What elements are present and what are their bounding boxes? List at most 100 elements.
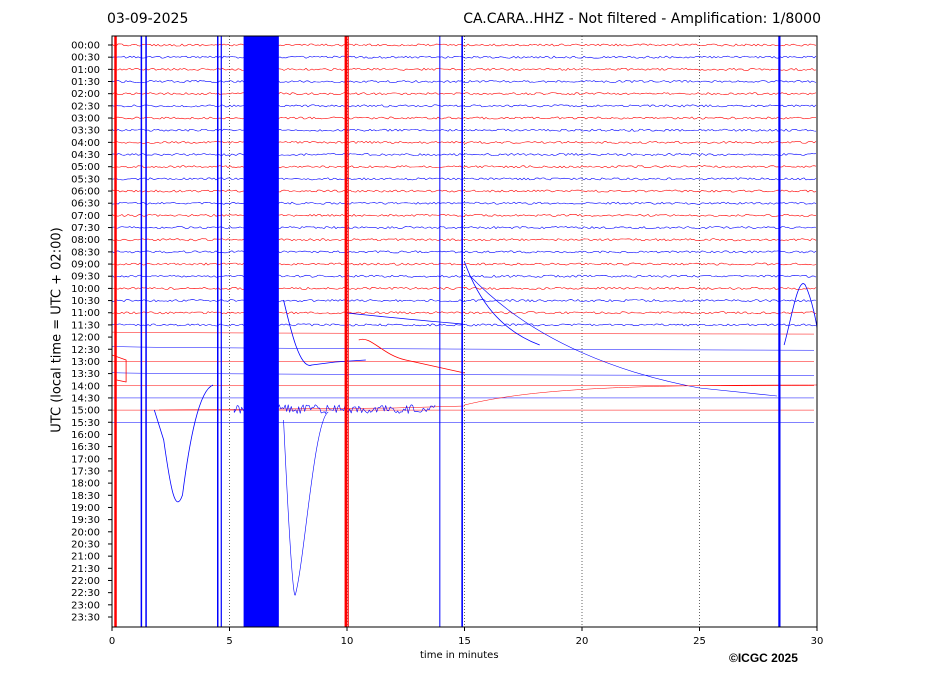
- x-tick-label: 10: [341, 636, 354, 647]
- y-tick-label: 16:00: [71, 430, 100, 441]
- trace-row: [112, 274, 817, 278]
- y-tick-label: 02:30: [71, 101, 100, 112]
- y-tick-label: 19:30: [71, 515, 100, 526]
- trace-row: [112, 213, 817, 217]
- trace-row: [112, 55, 817, 59]
- y-tick-label: 17:00: [71, 454, 100, 465]
- y-tick-label: 01:30: [71, 77, 100, 88]
- trace-row: [112, 189, 817, 193]
- y-tick-label: 05:00: [71, 162, 100, 173]
- x-tick-label: 30: [811, 636, 824, 647]
- y-tick-label: 14:30: [71, 393, 100, 404]
- saturated-band: [243, 36, 279, 627]
- trace-drift: [464, 384, 817, 406]
- y-tick-label: 07:30: [71, 223, 100, 234]
- trace-decay: [346, 312, 463, 325]
- trace-row: [112, 287, 817, 290]
- grid-lines: [229, 36, 700, 627]
- y-tick-label: 21:00: [71, 552, 100, 563]
- trace-row: [112, 43, 817, 47]
- y-tick-label: 23:00: [71, 600, 100, 611]
- credit-label: ©ICGC 2025: [729, 651, 798, 665]
- trace-row: [112, 262, 817, 266]
- x-tick-label: 0: [109, 636, 115, 647]
- y-tick-label: 19:00: [71, 503, 100, 514]
- trace-row: [112, 372, 815, 376]
- trace-row: [112, 323, 817, 327]
- trace-row: [112, 140, 817, 144]
- y-tick-label: 04:00: [71, 138, 100, 149]
- y-tick-label: 13:30: [71, 369, 100, 380]
- x-tick-label: 25: [693, 636, 706, 647]
- y-tick-label: 07:00: [71, 211, 100, 222]
- x-axis-label: time in minutes: [420, 650, 499, 661]
- trace-decay: [283, 299, 366, 366]
- y-tick-label: 14:00: [71, 381, 100, 392]
- y-tick-label: 18:00: [71, 479, 100, 490]
- trace-decay: [468, 274, 778, 397]
- chart-title: CA.CARA..HHZ - Not filtered - Amplificat…: [463, 11, 821, 27]
- y-tick-label: 06:30: [71, 199, 100, 210]
- trace-decay: [464, 261, 540, 346]
- trace-drift: [112, 354, 127, 383]
- trace-row: [112, 311, 817, 315]
- seismic-traces: [112, 36, 817, 627]
- y-tick-label: 21:30: [71, 564, 100, 575]
- trace-row: [112, 250, 817, 254]
- y-tick-label: 12:00: [71, 333, 100, 344]
- trace-row: [112, 226, 817, 229]
- trace-row: [112, 153, 817, 156]
- trace-drift: [158, 405, 465, 411]
- y-tick-label: 23:30: [71, 612, 100, 623]
- y-tick-label: 13:00: [71, 357, 100, 368]
- trace-row: [112, 80, 817, 83]
- y-tick-label: 16:30: [71, 442, 100, 453]
- y-tick-label: 08:00: [71, 235, 100, 246]
- trace-row: [112, 177, 817, 181]
- trace-row: [112, 201, 817, 205]
- y-tick-label: 12:30: [71, 345, 100, 356]
- trace-excursion: [153, 384, 214, 503]
- y-tick-label: 03:00: [71, 114, 100, 125]
- trace-row: [112, 104, 817, 108]
- trace-row: [112, 165, 817, 169]
- y-tick-label: 04:30: [71, 150, 100, 161]
- trace-row: [112, 331, 815, 335]
- y-tick-label: 15:30: [71, 418, 100, 429]
- trace-row: [112, 299, 817, 302]
- y-tick-label: 15:00: [71, 406, 100, 417]
- y-axis-label: UTC (local time = UTC + 02:00): [49, 227, 65, 433]
- y-tick-label: 08:30: [71, 247, 100, 258]
- y-tick-label: 03:30: [71, 126, 100, 137]
- trace-drift: [358, 338, 465, 374]
- x-tick-label: 5: [226, 636, 232, 647]
- y-tick-label: 10:00: [71, 284, 100, 295]
- y-tick-label: 00:00: [71, 41, 100, 52]
- axes: 0 5 10 15 20 25 30 00:0000:3001:0001:3002:0002:…: [71, 41, 823, 648]
- y-tick-label: 11:00: [71, 308, 100, 319]
- trace-row: [112, 238, 817, 242]
- y-tick-label: 01:00: [71, 65, 100, 76]
- date-label: 03-09-2025: [107, 11, 189, 27]
- y-tick-label: 18:30: [71, 491, 100, 502]
- trace-row: [112, 92, 817, 96]
- x-tick-label: 20: [576, 636, 589, 647]
- x-tick-label: 15: [458, 636, 471, 647]
- y-tick-label: 10:30: [71, 296, 100, 307]
- trace-row: [112, 116, 817, 120]
- y-tick-label: 11:30: [71, 320, 100, 331]
- y-tick-label: 22:00: [71, 576, 100, 587]
- trace-row: [112, 67, 817, 71]
- trace-excursion: [283, 411, 329, 596]
- trace-decay: [783, 283, 817, 346]
- y-tick-label: 22:30: [71, 588, 100, 599]
- trace-row: [112, 346, 815, 351]
- y-tick-label: 06:00: [71, 187, 100, 198]
- trace-row: [112, 128, 817, 132]
- y-tick-label: 09:00: [71, 260, 100, 271]
- y-tick-label: 02:00: [71, 89, 100, 100]
- y-tick-label: 05:30: [71, 174, 100, 185]
- y-tick-label: 00:30: [71, 53, 100, 64]
- y-tick-label: 20:30: [71, 539, 100, 550]
